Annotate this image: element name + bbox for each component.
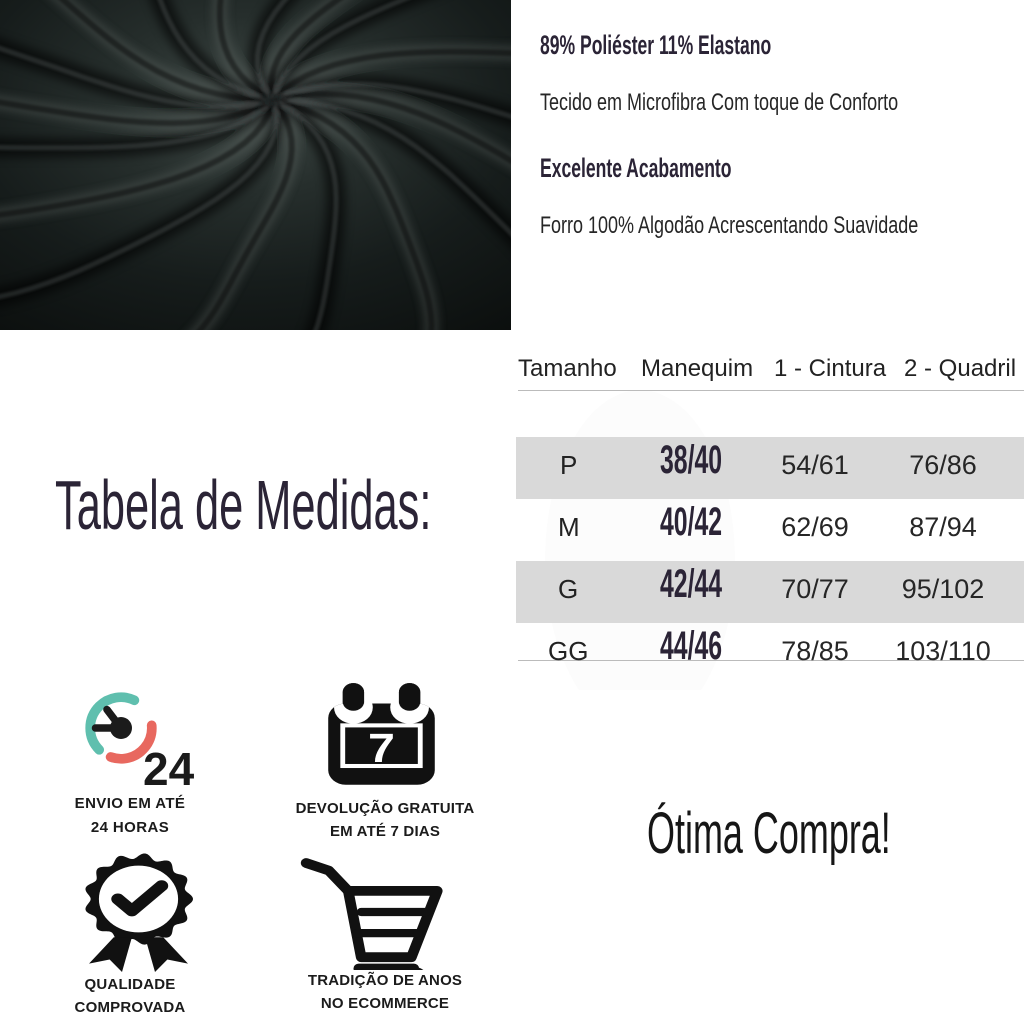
svg-text:7: 7 [368, 726, 395, 771]
